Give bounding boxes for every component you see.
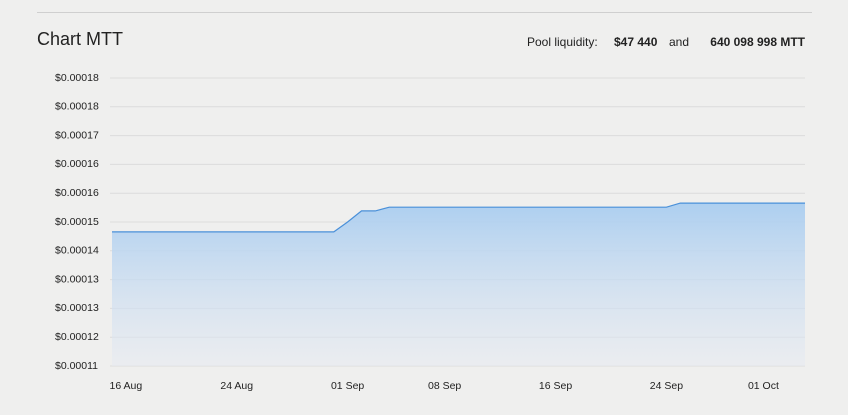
y-tick-label: $0.00014	[55, 245, 99, 257]
y-tick-label: $0.00013	[55, 302, 99, 314]
pool-label: Pool liquidity:	[527, 35, 598, 49]
pool-usd: $47 440	[614, 35, 658, 49]
y-tick-label: $0.00017	[55, 129, 99, 141]
y-tick-label: $0.00015	[55, 216, 99, 228]
area	[112, 203, 805, 366]
x-tick-label: 01 Oct	[748, 380, 779, 392]
pool-tokens: 640 098 998 MTT	[710, 35, 805, 49]
y-tick-label: $0.00018	[55, 72, 99, 84]
x-tick-label: 24 Aug	[220, 380, 253, 392]
y-tick-label: $0.00013	[55, 273, 99, 285]
x-tick-label: 08 Sep	[428, 380, 461, 392]
y-tick-label: $0.00016	[55, 158, 99, 170]
y-tick-label: $0.00016	[55, 187, 99, 199]
pool-joiner: and	[669, 35, 689, 49]
x-tick-label: 24 Sep	[650, 380, 683, 392]
chart-title: Chart MTT	[37, 29, 123, 49]
x-tick-label: 16 Aug	[110, 380, 143, 392]
x-tick-label: 01 Sep	[331, 380, 364, 392]
x-tick-label: 16 Sep	[539, 380, 572, 392]
y-tick-label: $0.00018	[55, 101, 99, 113]
line	[112, 202, 805, 233]
y-tick-label: $0.00012	[55, 331, 99, 343]
y-tick-label: $0.00011	[55, 360, 98, 372]
